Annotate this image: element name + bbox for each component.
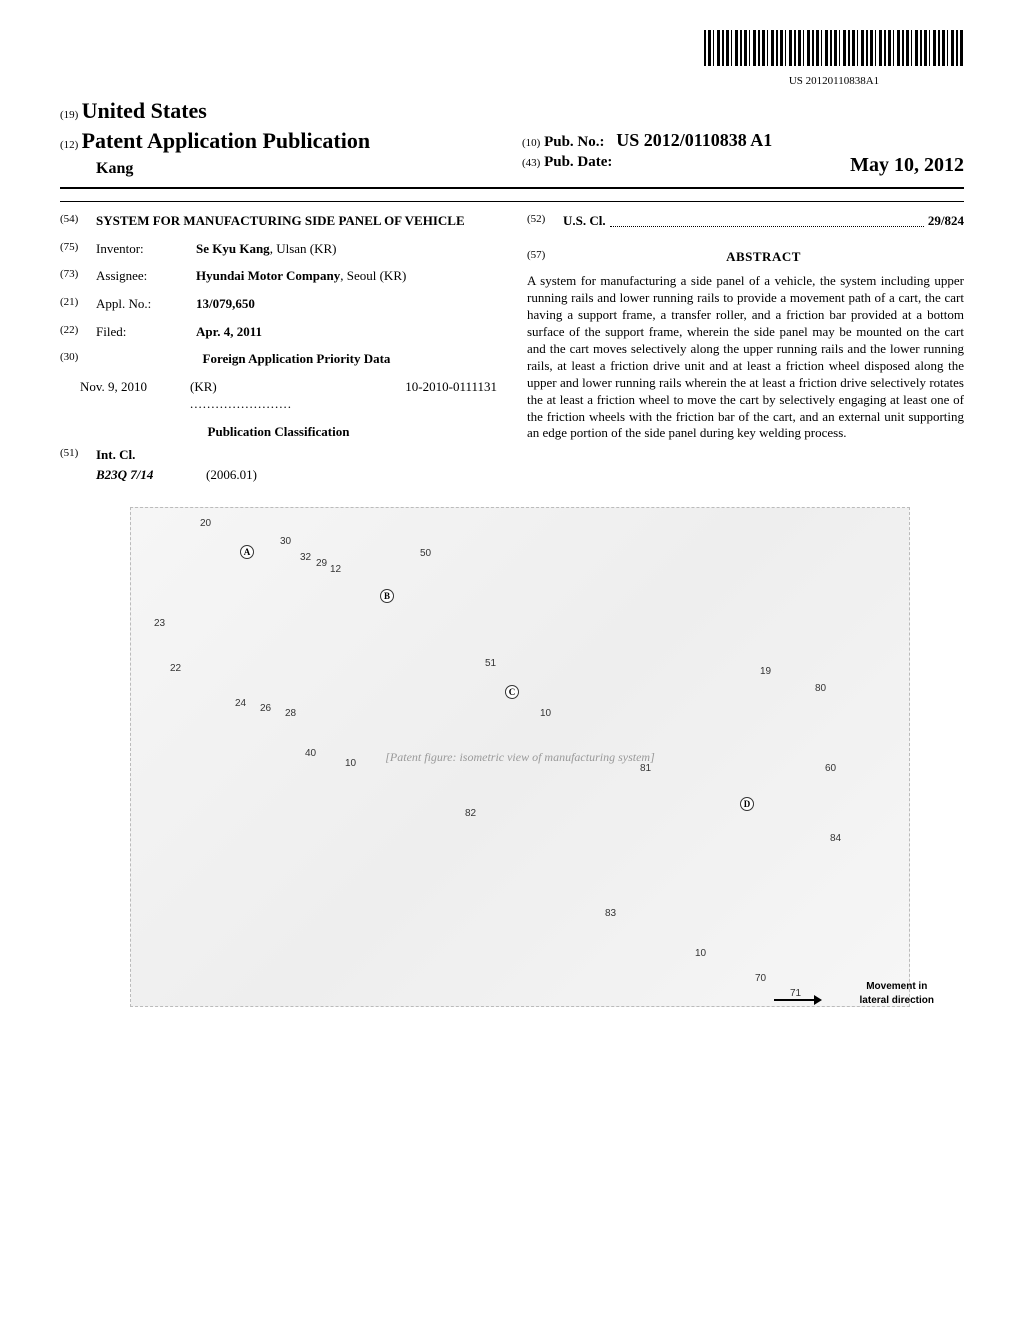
uscl-row: (52) U.S. Cl. 29/824 <box>527 212 964 230</box>
ref-numeral: 19 <box>760 665 771 679</box>
divider-thin <box>60 201 964 202</box>
inventor-row: (75) Inventor: Se Kyu Kang, Ulsan (KR) <box>60 240 497 258</box>
ref-numeral: 23 <box>154 617 165 631</box>
ref-numeral: 28 <box>285 707 296 721</box>
barcode-region: US 20120110838A1 <box>60 30 964 88</box>
inventor-label: Inventor: <box>96 240 196 258</box>
country-name: United States <box>82 98 207 123</box>
title-row: (54) SYSTEM FOR MANUFACTURING SIDE PANEL… <box>60 212 497 230</box>
right-column: (52) U.S. Cl. 29/824 (57) ABSTRACT A sys… <box>527 212 964 483</box>
left-column: (54) SYSTEM FOR MANUFACTURING SIDE PANEL… <box>60 212 497 483</box>
pub-no-value: US 2012/0110838 A1 <box>616 130 772 150</box>
uscl-label: U.S. Cl. <box>563 212 606 230</box>
ref-numeral: 81 <box>640 762 651 776</box>
ref-numeral: 82 <box>465 807 476 821</box>
priority-date: Nov. 9, 2010 <box>80 378 180 413</box>
doc-type-code: (12) <box>60 139 78 151</box>
pub-no-label: Pub. No.: <box>544 134 604 150</box>
inventor-value: Se Kyu Kang, Ulsan (KR) <box>196 240 497 258</box>
ref-numeral: 26 <box>260 702 271 716</box>
uscl-dots <box>610 212 924 227</box>
priority-country-code: (KR) <box>190 379 217 394</box>
intcl-row: (51) Int. Cl. <box>60 446 497 464</box>
applno-code: (21) <box>60 295 96 313</box>
invention-title: SYSTEM FOR MANUFACTURING SIDE PANEL OF V… <box>96 212 497 230</box>
pub-date-code: (43) <box>522 157 540 169</box>
priority-heading: Foreign Application Priority Data <box>96 350 497 368</box>
abstract-title: ABSTRACT <box>563 248 964 266</box>
priority-number: 10-2010-0111131 <box>327 378 497 413</box>
priority-country: (KR) ........................ <box>190 378 317 413</box>
movement-arrow <box>774 999 814 1001</box>
ref-numeral: 32 <box>300 551 311 565</box>
ref-numeral: 70 <box>755 972 766 986</box>
ref-numeral: 51 <box>485 657 496 671</box>
ref-numeral: 50 <box>420 547 431 561</box>
intcl-version: (2006.01) <box>206 466 257 484</box>
figure-placeholder-text: [Patent figure: isometric view of manufa… <box>385 749 655 765</box>
ref-numeral: 10 <box>695 947 706 961</box>
filed-label: Filed: <box>96 323 196 341</box>
applno-value: 13/079,650 <box>196 295 497 313</box>
assignee-row: (73) Assignee: Hyundai Motor Company, Se… <box>60 267 497 285</box>
pub-date-label: Pub. Date: <box>544 154 612 170</box>
ref-numeral: 10 <box>345 757 356 771</box>
assignee-loc: , Seoul (KR) <box>340 268 406 283</box>
pub-no-code: (10) <box>522 137 540 149</box>
applno-row: (21) Appl. No.: 13/079,650 <box>60 295 497 313</box>
intcl-label: Int. Cl. <box>96 446 135 464</box>
ref-numeral: 84 <box>830 832 841 846</box>
doc-type: Patent Application Publication <box>82 128 370 153</box>
ref-numeral: 29 <box>316 557 327 571</box>
intcl-symbol: B23Q 7/14 <box>96 466 206 484</box>
header-row: (19) United States (12) Patent Applicati… <box>60 96 964 179</box>
assignee-code: (73) <box>60 267 96 285</box>
figure-region: [Patent figure: isometric view of manufa… <box>60 507 964 1027</box>
ref-numeral: 40 <box>305 747 316 761</box>
barcode-text: US 20120110838A1 <box>704 74 964 89</box>
biblio-columns: (54) SYSTEM FOR MANUFACTURING SIDE PANEL… <box>60 212 964 483</box>
ref-numeral: 22 <box>170 662 181 676</box>
ref-numeral: 30 <box>280 535 291 549</box>
header-inventor: Kang <box>60 158 502 180</box>
assignee-name: Hyundai Motor Company <box>196 268 340 283</box>
ref-numeral: 60 <box>825 762 836 776</box>
assignee-label: Assignee: <box>96 267 196 285</box>
header-left: (19) United States (12) Patent Applicati… <box>60 96 502 179</box>
intcl-code: (51) <box>60 446 96 464</box>
applno-label: Appl. No.: <box>96 295 196 313</box>
figure-caption: Movement in lateral direction <box>860 980 934 1007</box>
uscl-value: 29/824 <box>928 212 964 230</box>
ref-numeral: 80 <box>815 682 826 696</box>
header-right: (10) Pub. No.: US 2012/0110838 A1 (43) P… <box>502 128 964 179</box>
priority-heading-row: (30) Foreign Application Priority Data <box>60 350 497 368</box>
priority-data-row: Nov. 9, 2010 (KR) ......................… <box>60 378 497 413</box>
ref-numeral: 83 <box>605 907 616 921</box>
figure-placeholder: [Patent figure: isometric view of manufa… <box>130 507 910 1007</box>
uscl-code: (52) <box>527 212 563 230</box>
inventor-name: Se Kyu Kang <box>196 241 270 256</box>
ref-numeral: 24 <box>235 697 246 711</box>
priority-code: (30) <box>60 350 96 368</box>
abstract-text: A system for manufacturing a side panel … <box>527 273 964 442</box>
ref-numeral: 10 <box>540 707 551 721</box>
title-code: (54) <box>60 212 96 230</box>
inventor-loc: , Ulsan (KR) <box>270 241 337 256</box>
assignee-value: Hyundai Motor Company, Seoul (KR) <box>196 267 497 285</box>
inventor-code: (75) <box>60 240 96 258</box>
filed-row: (22) Filed: Apr. 4, 2011 <box>60 323 497 341</box>
intcl-block: B23Q 7/14 (2006.01) <box>60 466 497 484</box>
barcode-graphic <box>704 30 964 66</box>
ref-numeral: 20 <box>200 517 211 531</box>
pubclass-heading: Publication Classification <box>60 423 497 441</box>
filed-code: (22) <box>60 323 96 341</box>
pub-date-value: May 10, 2012 <box>850 152 964 179</box>
filed-value: Apr. 4, 2011 <box>196 323 497 341</box>
abstract-code: (57) <box>527 248 563 266</box>
country-code: (19) <box>60 109 78 121</box>
divider-thick <box>60 187 964 189</box>
ref-numeral: 12 <box>330 563 341 577</box>
